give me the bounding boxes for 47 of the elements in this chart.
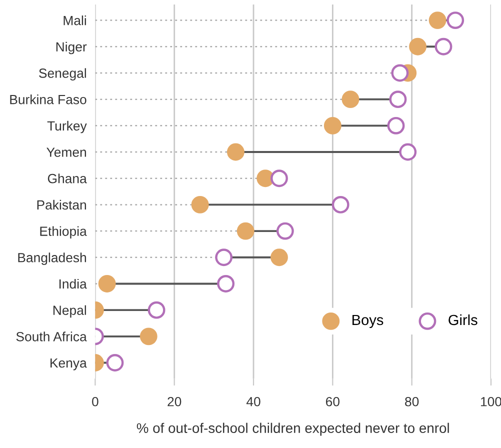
x-tick-label: 80 [405, 396, 419, 406]
y-tick-label: South Africa [16, 332, 87, 342]
legend-label: Girls [448, 314, 478, 326]
y-tick-label: Mali [64, 16, 86, 26]
point [446, 12, 464, 30]
point [270, 170, 288, 188]
legend-label: Boys [352, 314, 384, 328]
point [276, 222, 294, 240]
y-tick-label: Bangladesh [18, 252, 86, 265]
y-tick-label: Burkina Faso [10, 94, 86, 104]
point [389, 90, 407, 108]
point [236, 222, 254, 240]
point [256, 170, 274, 188]
point [140, 328, 158, 346]
point [106, 354, 124, 372]
y-tick-label: Pakistan [37, 200, 86, 210]
point [342, 90, 360, 108]
y-tick-label: Niger [56, 42, 87, 54]
point [399, 143, 417, 161]
x-tick-label: 100 [480, 396, 501, 406]
y-tick-label: Turkey [47, 120, 87, 134]
point [391, 64, 409, 82]
x-axis-title: % of out-of-school children expected never to enrol [136, 422, 449, 436]
point [428, 12, 446, 30]
y-tick-label: Ethiopia [40, 226, 87, 239]
y-tick-label: Ghana [48, 174, 87, 184]
point [434, 38, 452, 56]
point [226, 143, 244, 161]
y-tick-label: Senegal [39, 68, 86, 80]
x-tick-label: 0 [92, 396, 98, 406]
x-tick-label: 20 [168, 396, 182, 406]
point [270, 248, 288, 266]
point [324, 116, 342, 134]
point [217, 275, 235, 292]
point [215, 248, 233, 266]
point [387, 116, 405, 134]
point [98, 275, 116, 292]
point [191, 196, 209, 214]
point [332, 196, 350, 214]
point [409, 38, 426, 56]
y-tick-label: Yemen [46, 148, 86, 157]
x-tick-label: 40 [246, 396, 260, 406]
point [148, 301, 166, 319]
y-tick-label: Nepal [53, 305, 86, 318]
y-tick-label: India [59, 278, 87, 289]
y-tick-label: Kenya [50, 358, 87, 370]
x-tick-label: 60 [326, 396, 340, 406]
